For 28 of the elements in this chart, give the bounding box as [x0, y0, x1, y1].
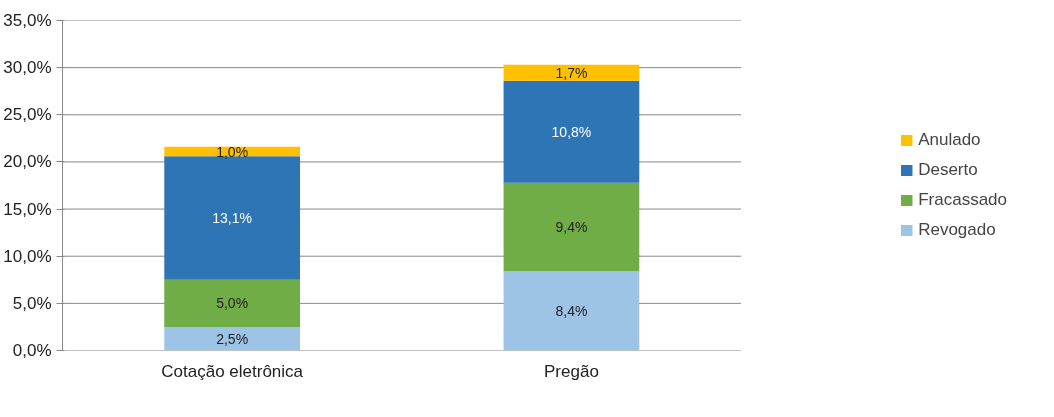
bar	[503, 80, 640, 183]
bar	[503, 64, 640, 81]
data-label: 1,0%	[216, 143, 249, 160]
x-tick-label: Pregão	[544, 361, 599, 381]
y-tick-label: 10,0%	[3, 246, 52, 266]
legend-label: Revogado	[918, 220, 996, 240]
y-tick-label: 25,0%	[3, 105, 52, 125]
legend-label: Anulado	[918, 130, 981, 150]
y-tick-label: 0,0%	[12, 341, 52, 360]
y-tick-label: 35,0%	[3, 11, 52, 30]
bar	[503, 182, 640, 272]
y-tick-label: 15,0%	[3, 199, 52, 219]
data-label: 2,5%	[216, 330, 249, 347]
bar	[164, 326, 300, 351]
y-tick-label: 5,0%	[12, 293, 52, 313]
bar	[503, 271, 640, 351]
y-tick-label: 30,0%	[3, 58, 52, 78]
legend-label: Deserto	[918, 160, 978, 180]
legend-label: Fracassado	[918, 190, 1007, 210]
data-label: 9,4%	[555, 218, 588, 235]
data-label: 8,4%	[555, 302, 588, 319]
data-label: 10,8%	[551, 123, 592, 140]
data-label: 1,7%	[555, 64, 588, 81]
x-tick-label: Cotação eletrônica	[161, 361, 304, 381]
data-label: 13,1%	[212, 210, 252, 227]
data-label: 5,0%	[216, 295, 249, 312]
y-tick-label: 20,0%	[3, 152, 52, 172]
bar	[164, 279, 300, 327]
